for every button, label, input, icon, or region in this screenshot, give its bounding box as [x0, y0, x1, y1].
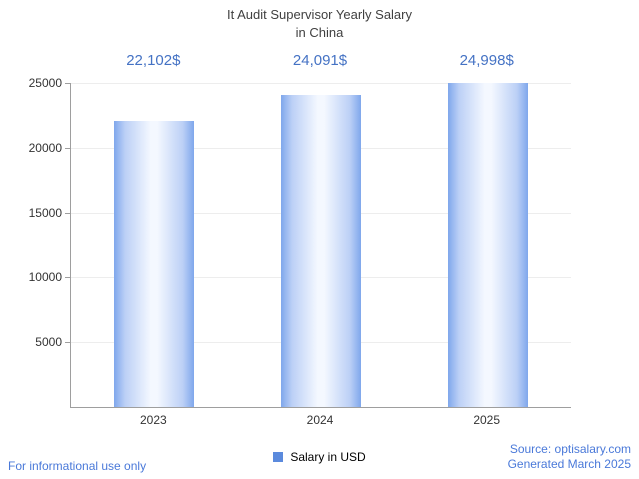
x-axis-label-2024: 2024: [306, 413, 334, 427]
plot-area: 5000 10000 15000 20000 25000: [29, 76, 571, 408]
bars-layer: [71, 83, 571, 407]
bar-column-2023: [71, 83, 238, 407]
y-tickmark: [65, 277, 71, 279]
y-tickmark: [65, 147, 71, 149]
legend: Salary in USD: [0, 450, 639, 464]
generated-date: Generated March 2025: [507, 457, 631, 472]
y-tickmark: [65, 83, 71, 84]
bar-2025: [447, 83, 528, 407]
y-axis-label: 15000: [28, 205, 62, 220]
y-tickmark: [65, 212, 71, 214]
informational-note: For informational use only: [8, 459, 147, 473]
x-axis-labels: 2023 2024 2025: [70, 413, 570, 427]
x-axis-label-2025: 2025: [473, 413, 501, 427]
bar-value-label-2023: 22,102$: [126, 52, 181, 69]
bar-value-label-2025: 24,998$: [459, 52, 514, 69]
source-link[interactable]: Source: optisalary.com: [509, 441, 631, 456]
gridline-25000: [71, 83, 571, 84]
bar-value-label-2024: 24,091$: [292, 52, 348, 69]
bar-2024: [281, 94, 361, 407]
value-labels-row: 22,102$ 24,091$ 24,998$: [70, 52, 570, 69]
legend-label: Salary in USD: [290, 450, 366, 464]
legend-swatch-icon: [273, 452, 284, 462]
y-tickmark: [65, 342, 71, 344]
x-axis-label-2023: 2023: [139, 413, 167, 427]
bar-column-2024: [238, 83, 405, 407]
y-axis-label: 25000: [28, 76, 62, 90]
y-axis-label: 20000: [28, 140, 62, 155]
y-axis-label: 10000: [28, 270, 62, 285]
bar-2023: [114, 120, 195, 407]
footer-source-block: Source: optisalary.com Generated March 2…: [508, 442, 631, 473]
bar-column-2025: [404, 83, 571, 407]
y-axis-label: 5000: [35, 335, 62, 350]
chart-title: It Audit Supervisor Yearly Salary in Chi…: [227, 7, 412, 40]
